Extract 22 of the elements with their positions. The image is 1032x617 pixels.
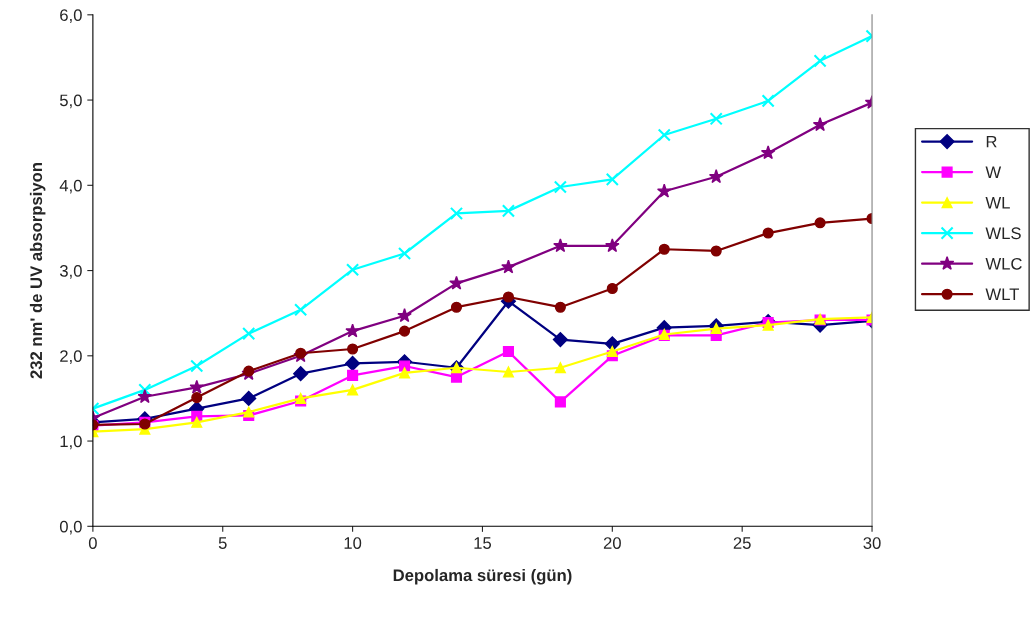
x-tick-label: 20 <box>603 537 621 549</box>
y-tick-label: 3,0 <box>59 264 82 279</box>
y-tick-label: 6,0 <box>60 9 82 23</box>
x-axis-title: Depolama süresi (gün) <box>393 568 572 585</box>
x-tick-label: 15 <box>474 537 492 549</box>
y-tick-label: 0,0 <box>59 520 82 535</box>
x-tick-label: 10 <box>344 537 362 549</box>
x-tick-label: 0 <box>88 537 97 549</box>
y-tick-label: 1,0 <box>60 435 82 450</box>
legend-label: W <box>985 166 1002 178</box>
y-tick-label: 5,0 <box>59 94 82 109</box>
legend-label: R <box>986 135 997 148</box>
legend-label: WL <box>985 196 1010 209</box>
x-tick-label: 30 <box>863 537 881 549</box>
legend-label: WLT <box>985 288 1020 301</box>
x-tick-label: 5 <box>218 537 227 549</box>
legend-label: WLC <box>985 257 1022 270</box>
x-tick-label: 25 <box>733 537 751 549</box>
y-tick-label: 2,0 <box>60 350 82 364</box>
y-tick-label: 4,0 <box>59 179 82 194</box>
y-axis-title: 232 nm' de UV absorpsiyon <box>29 163 46 379</box>
legend-label: WLS <box>985 227 1021 240</box>
